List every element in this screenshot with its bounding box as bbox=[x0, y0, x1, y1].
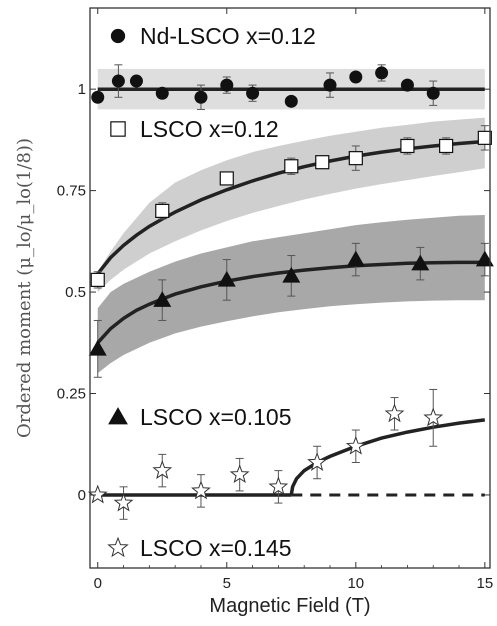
series-0-point bbox=[194, 90, 208, 104]
series-1-point bbox=[439, 138, 454, 154]
series-0-point bbox=[220, 78, 234, 92]
series-1-point bbox=[477, 130, 492, 145]
legend-label-series-1: LSCO x=0.12 bbox=[140, 116, 279, 142]
y-tick-label: 1 bbox=[78, 81, 86, 98]
plot-frame bbox=[89, 7, 491, 569]
series-2-point bbox=[346, 250, 365, 267]
y-tick-label: 0.5 bbox=[65, 284, 86, 301]
series-0-point bbox=[375, 66, 389, 80]
y-tick-label: 0 bbox=[78, 487, 86, 504]
series-0-point bbox=[111, 74, 125, 88]
legend-label-series-0: Nd-LSCO x=0.12 bbox=[140, 23, 316, 49]
series-3-fit-rise bbox=[289, 418, 486, 496]
x-axis-title: Magnetic Field (T) bbox=[209, 595, 370, 617]
series-1-point bbox=[348, 151, 363, 166]
series-0-point bbox=[426, 86, 440, 100]
x-tick-label: 10 bbox=[347, 575, 364, 592]
series-0-point bbox=[91, 90, 105, 104]
series-0-point bbox=[349, 70, 363, 84]
y-tick-label: 0.75 bbox=[57, 183, 86, 200]
series-3-point bbox=[384, 403, 405, 423]
series-0-point bbox=[246, 86, 260, 100]
legend-marker-series-3 bbox=[107, 536, 129, 558]
series-3-point bbox=[113, 492, 134, 512]
series-2-point bbox=[475, 250, 494, 267]
y-axis-title: Ordered moment (μ_lo/μ_lo(1/8)) bbox=[14, 138, 35, 438]
data-points bbox=[87, 66, 494, 512]
series-0-point bbox=[400, 78, 414, 92]
series-1-point bbox=[90, 272, 105, 287]
legend-label-series-3: LSCO x=0.145 bbox=[140, 535, 292, 561]
series-1-point bbox=[219, 171, 234, 186]
series-1-point bbox=[155, 203, 170, 218]
series-3-point bbox=[268, 476, 289, 496]
series-0-point bbox=[155, 86, 169, 100]
series-2-point bbox=[411, 254, 430, 271]
legend-marker-series-0 bbox=[110, 28, 126, 44]
series-1-point bbox=[284, 159, 299, 174]
series-1-band bbox=[97, 117, 485, 293]
x-tick-label: 5 bbox=[223, 575, 231, 592]
series-2-point bbox=[153, 291, 172, 307]
series-2-point bbox=[282, 266, 301, 283]
series-2-point bbox=[88, 339, 107, 356]
series-3-point bbox=[229, 464, 250, 484]
series-0-point bbox=[284, 94, 298, 108]
axis-ticks: 0 5 10 15 0 0.25 0.5 0.75 1 bbox=[57, 8, 493, 592]
series-3-point bbox=[87, 484, 108, 504]
series-0-point bbox=[129, 74, 143, 88]
legend-marker-series-1 bbox=[110, 121, 126, 137]
legend-marker-series-2 bbox=[108, 407, 128, 425]
legend-label-series-2: LSCO x=0.105 bbox=[140, 404, 292, 430]
series-3-point bbox=[423, 407, 444, 427]
series-3-point bbox=[191, 480, 211, 500]
series-0-point bbox=[323, 78, 337, 92]
series-1-point bbox=[400, 138, 415, 154]
series-2-point bbox=[217, 270, 236, 287]
series-1-point bbox=[315, 155, 330, 170]
y-tick-label: 0.25 bbox=[57, 386, 86, 403]
series-3-point bbox=[152, 460, 173, 480]
x-tick-label: 15 bbox=[476, 575, 493, 592]
inline-legend: Nd-LSCO x=0.12 LSCO x=0.12 LSCO x=0.105 LSC… bbox=[107, 23, 316, 561]
series-2-fit bbox=[96, 260, 485, 344]
x-tick-label: 0 bbox=[94, 575, 102, 592]
series-3-point bbox=[307, 452, 328, 471]
series-3-point bbox=[345, 435, 366, 455]
